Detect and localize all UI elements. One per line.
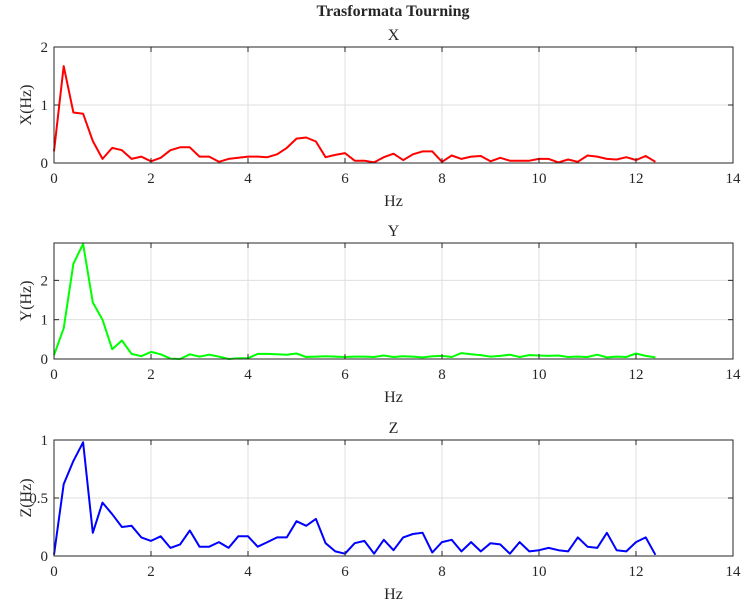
x-tick-label: 12 <box>629 564 644 580</box>
x-tick-label: 10 <box>532 171 547 187</box>
subplot-title-y: Y <box>388 223 400 240</box>
y-tick-label: 0 <box>41 352 49 368</box>
x-tick-label: 8 <box>438 564 446 580</box>
series-line-x <box>53 65 656 164</box>
x-tick-label: 12 <box>629 171 644 187</box>
x-tick-label: 8 <box>438 367 446 383</box>
figure-title: Trasformata Tourning <box>316 3 469 20</box>
x-tick-label: 8 <box>438 171 446 187</box>
y-tick-label: 0 <box>41 549 49 565</box>
plot-area-y <box>54 243 733 359</box>
y-tick-label: 1 <box>41 433 49 449</box>
y-tick-label: 1 <box>41 98 49 114</box>
x-tick-label: 10 <box>532 367 547 383</box>
y-axis-label-z: Z(Hz) <box>18 478 35 517</box>
x-tick-label: 12 <box>629 367 644 383</box>
subplot-z: 0 2 4 6 8 10 12 14 0 0.5 1 Z Hz Z(Hz) <box>18 420 741 603</box>
y-tick-label: 2 <box>41 273 49 289</box>
subplot-title-z: Z <box>389 420 399 437</box>
axes-box-y <box>53 242 734 360</box>
x-tick-label: 4 <box>244 171 252 187</box>
x-tick-label: 0 <box>50 367 58 383</box>
x-tick-label: 2 <box>147 564 155 580</box>
x-tick-label: 14 <box>726 171 742 187</box>
x-tick-label: 2 <box>147 367 155 383</box>
x-tick-label: 6 <box>341 367 349 383</box>
x-axis-label-y: Hz <box>384 389 403 406</box>
series-line-y <box>53 242 656 360</box>
x-axis-label-x: Hz <box>384 193 403 210</box>
y-tick-label: 0.5 <box>29 491 48 507</box>
y-axis-label-y: Y(Hz) <box>18 281 35 322</box>
y-axis-label-x: X(Hz) <box>18 85 35 126</box>
x-tick-label: 0 <box>50 564 58 580</box>
y-tick-label: 2 <box>41 40 49 56</box>
series-line-z <box>53 441 657 556</box>
x-tick-label: 10 <box>532 564 547 580</box>
x-tick-label: 14 <box>726 564 742 580</box>
x-tick-label: 2 <box>147 171 155 187</box>
x-tick-label: 4 <box>244 564 252 580</box>
y-tick-label: 0 <box>41 156 49 172</box>
subplot-title-x: X <box>388 27 400 44</box>
x-tick-label: 6 <box>341 171 349 187</box>
x-tick-label: 0 <box>50 171 58 187</box>
x-tick-label: 4 <box>244 367 252 383</box>
x-axis-label-z: Hz <box>384 586 403 603</box>
x-tick-label: 14 <box>726 367 742 383</box>
x-tick-label: 6 <box>341 564 349 580</box>
y-tick-label: 1 <box>41 313 49 329</box>
